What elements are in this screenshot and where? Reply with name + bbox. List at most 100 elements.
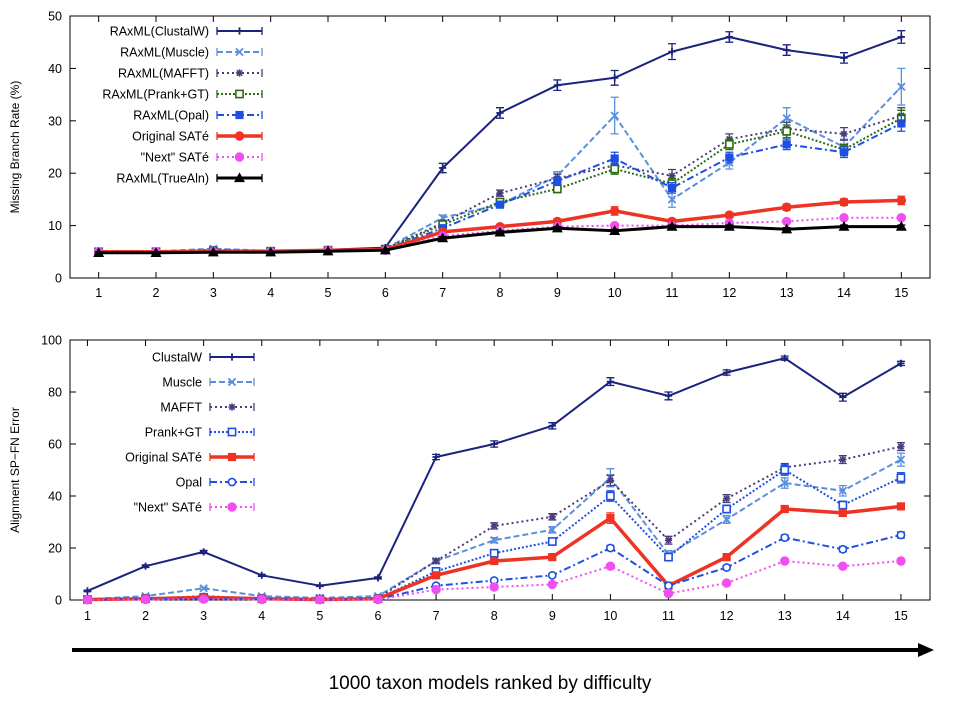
top-legend-entry: RAxML(ClustalW) (110, 25, 263, 39)
bottom-legend-swatch-cap (209, 403, 255, 411)
top-xtick-label: 9 (554, 286, 561, 300)
bottom-data-point (839, 456, 847, 464)
bottom-legend-label: ClustalW (152, 351, 202, 365)
top-xtick-label: 5 (325, 286, 332, 300)
bottom-data-point (780, 556, 790, 566)
bottom-data-point (664, 536, 673, 544)
top-data-point (667, 183, 677, 192)
top-data-point (609, 225, 621, 235)
bottom-data-point (316, 582, 324, 590)
top-data-point (782, 140, 791, 149)
top-legend-label: RAxML(ClustalW) (110, 25, 209, 39)
top-legend-marker (235, 69, 244, 77)
bottom-data-point (315, 595, 325, 605)
bottom-xtick-label: 6 (374, 609, 381, 623)
bottom-data-point (722, 504, 732, 514)
bottom-ytick-label: 40 (48, 490, 62, 504)
bottom-xtick-label: 5 (316, 609, 323, 623)
difficulty-arrow-head (918, 643, 934, 657)
top-legend-marker (235, 110, 244, 120)
bottom-data-point (722, 563, 732, 572)
bottom-data-point (606, 514, 615, 523)
bottom-legend-marker (228, 353, 236, 361)
top-data-point (839, 213, 849, 223)
bottom-data-point (606, 476, 615, 484)
bottom-data-point (83, 587, 92, 595)
top-legend-entry: "Next" SATé (141, 151, 263, 165)
top-data-point (839, 148, 849, 157)
top-data-point (895, 221, 907, 231)
top-legend-marker (234, 152, 245, 162)
bottom-xtick-label: 11 (662, 609, 675, 623)
bottom-series-6 (82, 556, 906, 605)
top-data-point (783, 46, 791, 54)
bottom-legend-swatch-cap (209, 378, 255, 386)
top-data-point (666, 221, 678, 231)
bottom-legend-label: Original SATé (125, 451, 202, 465)
bottom-data-point (432, 557, 440, 565)
top-xtick-label: 15 (894, 286, 908, 300)
bottom-data-point (490, 522, 498, 530)
top-legend-marker (235, 27, 244, 35)
bottom-data-point (606, 543, 615, 553)
top-data-point (553, 176, 562, 186)
top-data-point (725, 153, 734, 162)
bottom-legend-marker (228, 403, 236, 411)
bottom-legend-swatch-cap (209, 503, 255, 511)
top-xtick-label: 14 (837, 286, 851, 300)
bottom-data-point (664, 581, 673, 591)
top-data-point (611, 74, 619, 82)
top-data-point (782, 126, 792, 136)
top-data-point (610, 111, 619, 120)
bottom-xtick-label: 15 (894, 609, 908, 623)
bottom-ytick-label: 0 (55, 594, 62, 608)
bottom-data-point (489, 548, 499, 558)
top-ytick-label: 10 (48, 219, 62, 233)
top-legend-marker (235, 89, 244, 99)
top-legend-entry: RAxML(TrueAln) (116, 172, 263, 186)
bottom-data-point (200, 548, 208, 556)
bottom-data-point (547, 537, 557, 546)
bottom-ytick-label: 20 (48, 542, 62, 556)
bottom-data-point (490, 556, 499, 566)
bottom-legend-swatch-cap (209, 478, 255, 486)
bottom-xtick-label: 10 (603, 609, 617, 623)
top-data-point (839, 197, 849, 207)
bottom-data-point (82, 595, 93, 605)
top-xtick-label: 3 (210, 286, 217, 300)
bottom-data-point (548, 525, 557, 535)
bottom-data-point (780, 504, 789, 514)
bottom-data-point (548, 422, 556, 430)
top-data-point (93, 247, 105, 257)
bottom-xtick-label: 9 (549, 609, 556, 623)
bottom-legend-swatch-cap (209, 428, 255, 436)
bottom-xtick-label: 2 (142, 609, 149, 623)
bottom-data-point (548, 513, 556, 521)
bottom-series-line (87, 458, 902, 601)
top-data-point (667, 195, 677, 204)
top-y-axis-title: Missing Branch Rate (%) (8, 81, 22, 214)
top-ytick-label: 40 (48, 62, 62, 76)
bottom-ytick-label: 80 (48, 386, 62, 400)
top-data-point (610, 164, 620, 174)
bottom-data-point (257, 594, 267, 605)
bottom-data-point (141, 562, 150, 570)
bottom-legend-swatch-cap (209, 353, 255, 361)
top-legend-entry: RAxML(MAFFT) (118, 67, 263, 81)
top-data-point (265, 246, 277, 257)
top-data-point (437, 232, 449, 243)
bottom-data-point (897, 443, 905, 451)
top-series-line (98, 216, 902, 253)
bottom-legend-swatch-cap (209, 453, 255, 461)
bottom-data-point (664, 552, 673, 562)
top-xtick-label: 13 (780, 286, 794, 300)
top-xtick-label: 1 (95, 286, 102, 300)
bottom-data-point (432, 453, 440, 461)
top-data-point (494, 226, 506, 237)
top-data-point (610, 154, 619, 163)
bottom-data-point (896, 530, 906, 540)
top-data-point (897, 82, 906, 91)
